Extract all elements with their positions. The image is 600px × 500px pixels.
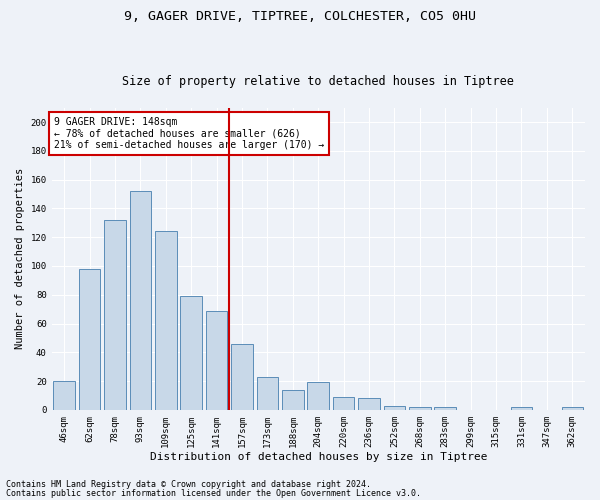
Text: 9 GAGER DRIVE: 148sqm
← 78% of detached houses are smaller (626)
21% of semi-det: 9 GAGER DRIVE: 148sqm ← 78% of detached … xyxy=(54,117,325,150)
Bar xyxy=(53,381,75,410)
Bar xyxy=(104,220,126,410)
Text: 9, GAGER DRIVE, TIPTREE, COLCHESTER, CO5 0HU: 9, GAGER DRIVE, TIPTREE, COLCHESTER, CO5… xyxy=(124,10,476,23)
Bar xyxy=(79,269,100,410)
Bar xyxy=(257,376,278,410)
Bar xyxy=(434,407,456,410)
Title: Size of property relative to detached houses in Tiptree: Size of property relative to detached ho… xyxy=(122,76,514,88)
Bar xyxy=(206,310,227,410)
Y-axis label: Number of detached properties: Number of detached properties xyxy=(15,168,25,350)
Bar xyxy=(307,382,329,410)
Text: Contains public sector information licensed under the Open Government Licence v3: Contains public sector information licen… xyxy=(6,489,421,498)
Bar xyxy=(181,296,202,410)
Text: Contains HM Land Registry data © Crown copyright and database right 2024.: Contains HM Land Registry data © Crown c… xyxy=(6,480,371,489)
Bar xyxy=(333,397,355,410)
Bar xyxy=(155,232,176,410)
Bar xyxy=(383,406,405,410)
Bar xyxy=(358,398,380,410)
Bar xyxy=(409,407,431,410)
Bar xyxy=(231,344,253,410)
Bar xyxy=(511,407,532,410)
X-axis label: Distribution of detached houses by size in Tiptree: Distribution of detached houses by size … xyxy=(149,452,487,462)
Bar xyxy=(130,191,151,410)
Bar xyxy=(562,407,583,410)
Bar xyxy=(282,390,304,410)
